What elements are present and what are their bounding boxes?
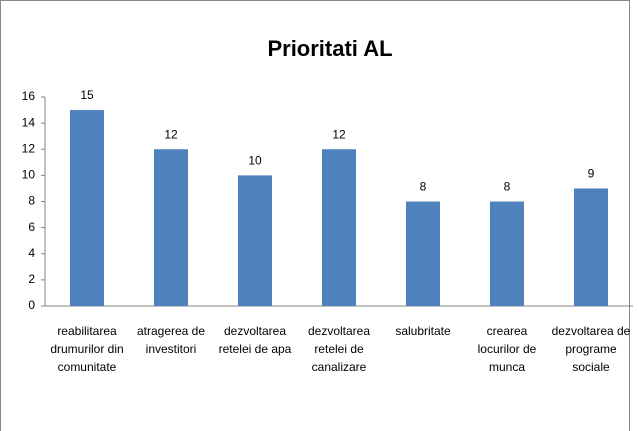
x-tick-label: atragerea de investitori [137, 324, 205, 356]
y-tick-label: 10 [22, 168, 36, 182]
bar [154, 149, 188, 306]
x-tick-label: dezvoltarea retelei de canalizare [308, 324, 370, 374]
value-label: 9 [588, 167, 595, 181]
value-label: 8 [420, 180, 427, 194]
y-tick-label: 4 [28, 246, 35, 260]
value-label: 12 [332, 127, 346, 141]
chart-title: Prioritati AL [267, 36, 392, 61]
bar [238, 175, 272, 306]
bar [406, 201, 440, 306]
y-tick-label: 0 [28, 298, 35, 312]
x-tick-label: dezvoltarea retelei de apa [219, 324, 292, 356]
value-label: 10 [248, 154, 262, 168]
y-tick-label: 14 [22, 115, 36, 129]
y-tick-label: 16 [22, 89, 36, 103]
y-tick-label: 6 [28, 220, 35, 234]
x-tick-label: dezvoltarea de programe sociale [552, 324, 631, 374]
x-tick-label: crearea locurilor de munca [478, 324, 537, 374]
y-tick-label: 8 [28, 194, 35, 208]
bar [490, 201, 524, 306]
x-tick-label: reabilitarea drumurilor din comunitate [50, 324, 123, 374]
bar [322, 149, 356, 306]
value-label: 8 [504, 180, 511, 194]
x-tick-label: salubritate [395, 324, 451, 338]
y-tick-label: 2 [28, 272, 35, 286]
y-tick-label: 12 [22, 141, 36, 155]
bar [574, 188, 608, 306]
bar [70, 110, 104, 306]
value-label: 12 [164, 127, 178, 141]
value-label: 15 [80, 88, 94, 102]
